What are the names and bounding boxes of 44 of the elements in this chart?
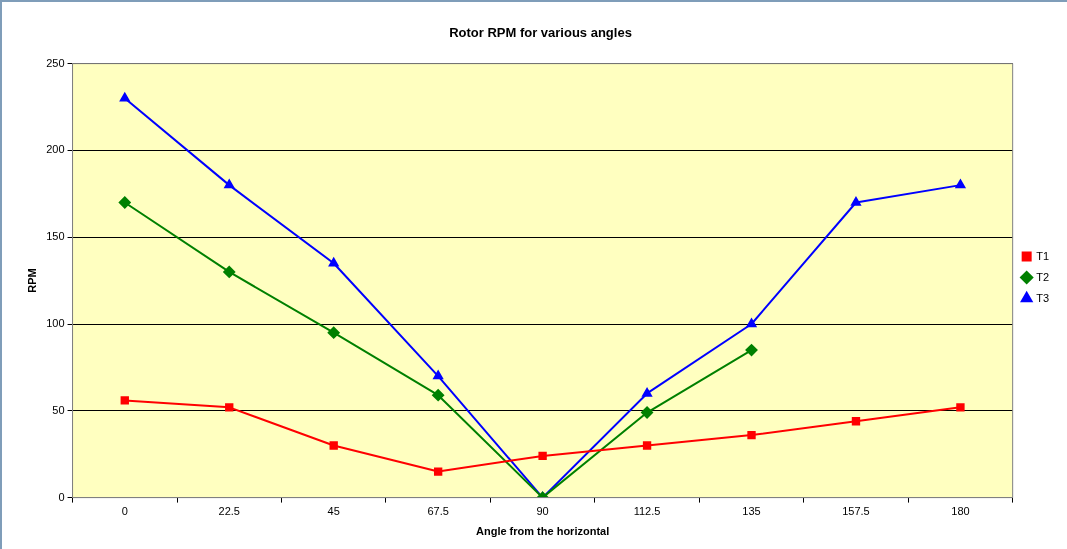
x-axis-title: Angle from the horizontal [475,525,610,538]
point [642,387,652,397]
point [642,441,652,450]
y-tick-label: 50 [52,403,65,416]
point [747,430,756,440]
point [956,403,965,412]
x-tick-label: 22.5 [218,505,240,518]
x-tick-label: 157.5 [842,505,870,518]
point [329,441,338,450]
point [955,179,966,189]
x-tick-label: 180 [951,505,970,518]
y-tick-label: 250 [46,56,65,69]
y-tick-label: 150 [46,230,65,243]
point [225,403,234,412]
x-tick-label: 112.5 [633,505,661,518]
legend-label: T3 [1036,291,1050,304]
y-axis-title: RPM [25,268,38,293]
point [223,265,236,278]
point [641,406,654,419]
legend-label: T2 [1036,270,1050,283]
legend-label: T1 [1036,249,1050,262]
point [120,396,129,405]
point [746,318,757,328]
point [224,179,235,189]
x-tick-label: 135 [742,505,761,518]
point [327,326,340,339]
point [433,467,443,476]
x-tick-label: 0 [121,505,128,518]
y-tick-label: 0 [58,490,65,503]
y-tick-label: 200 [46,143,65,156]
point [118,196,131,209]
point [328,257,339,267]
point [538,451,547,461]
point [745,344,758,357]
point [433,370,444,380]
point [851,417,861,426]
x-tick-label: 67.5 [427,505,449,518]
chart-title: Rotor RPM for various angles [449,25,632,41]
x-tick-label: 45 [327,505,340,518]
x-tick-label: 90 [536,505,549,518]
y-tick-label: 100 [46,317,65,330]
point [851,196,861,206]
point [432,389,445,402]
point [119,92,130,102]
